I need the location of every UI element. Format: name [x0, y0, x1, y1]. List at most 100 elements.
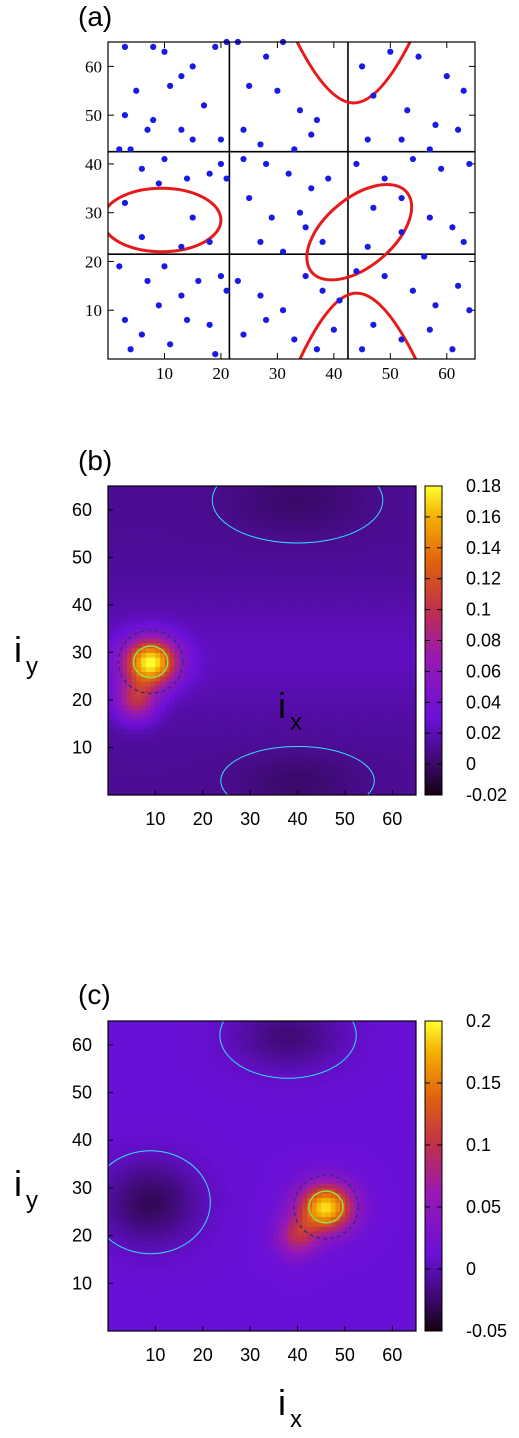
heat-cell	[108, 1168, 114, 1175]
heat-cell	[354, 500, 360, 506]
heat-cell	[202, 533, 209, 539]
heat-cell	[131, 581, 138, 587]
heat-cell	[397, 766, 403, 772]
a-data-point	[167, 82, 174, 89]
heat-cell	[188, 723, 194, 730]
heat-cell	[169, 538, 175, 544]
heat-cell	[131, 1254, 138, 1261]
a-data-point	[426, 326, 433, 333]
heat-cell	[145, 766, 152, 772]
heat-cell	[378, 519, 384, 525]
heat-cell	[169, 680, 175, 687]
heat-cell	[406, 509, 412, 516]
heat-cell	[141, 1211, 147, 1218]
heat-cell	[226, 671, 232, 677]
heat-cell	[401, 771, 408, 777]
heat-cell	[122, 733, 128, 739]
heat-cell	[283, 557, 289, 563]
heat-cell	[131, 1159, 138, 1165]
heat-cell	[108, 1316, 114, 1323]
heat-cell	[198, 747, 204, 753]
heat-cell	[136, 604, 142, 611]
heat-cell	[330, 543, 337, 549]
heat-cell	[122, 1283, 128, 1289]
heat-cell	[273, 676, 280, 682]
heat-cell	[321, 590, 327, 596]
heat-cell	[198, 676, 204, 682]
heat-cell	[112, 1187, 119, 1194]
heat-cell	[250, 514, 256, 520]
heat-cell	[188, 790, 194, 795]
heat-cell	[368, 699, 374, 706]
heat-cell	[179, 737, 185, 744]
heat-cell	[273, 699, 280, 706]
heat-cell	[250, 557, 256, 563]
heat-cell	[307, 714, 313, 720]
heat-cell	[259, 581, 265, 587]
heat-cell	[141, 547, 147, 554]
heat-cell	[316, 628, 322, 634]
heat-cell	[363, 514, 370, 520]
heat-cell	[136, 1054, 142, 1060]
heat-cell	[108, 633, 114, 639]
a-data-point	[336, 297, 343, 304]
heat-cell	[136, 1173, 142, 1179]
heat-cell	[169, 747, 175, 753]
heat-cell	[160, 733, 166, 739]
heat-cell	[378, 642, 384, 649]
heat-cell	[264, 676, 270, 682]
heat-cell	[368, 766, 374, 772]
heat-cell	[122, 585, 128, 592]
heat-cell	[155, 775, 161, 782]
heat-cell	[273, 604, 280, 611]
heat-cell	[179, 486, 185, 492]
heat-cell	[150, 566, 156, 573]
heat-cell	[126, 718, 133, 725]
heat-cell	[382, 571, 389, 577]
heat-cell	[136, 733, 142, 739]
heat-cell	[250, 519, 256, 525]
a-data-point	[449, 224, 456, 231]
heat-cell	[108, 1149, 114, 1156]
heat-cell	[387, 581, 393, 587]
heat-cell	[131, 1121, 138, 1127]
heat-cell	[136, 562, 142, 568]
heat-cell	[259, 557, 265, 563]
heat-cell	[117, 614, 123, 620]
heat-cell	[245, 509, 251, 516]
heat-cell	[269, 590, 275, 596]
heat-cell	[359, 562, 365, 568]
heat-cell	[321, 714, 327, 720]
heat-cell	[392, 690, 398, 696]
heat-cell	[297, 756, 303, 763]
heat-cell	[169, 638, 175, 644]
heat-cell	[382, 737, 389, 744]
heat-cell	[193, 785, 199, 791]
heat-cell	[122, 1159, 128, 1165]
heat-cell	[340, 538, 346, 544]
heat-cell	[283, 533, 289, 539]
heat-cell	[283, 652, 289, 658]
heat-cell	[354, 490, 360, 497]
heat-cell	[226, 676, 232, 682]
heat-cell	[307, 486, 313, 492]
heat-cell	[131, 1154, 138, 1160]
heat-cell	[193, 709, 199, 715]
heat-cell	[307, 780, 313, 787]
heat-cell	[126, 785, 133, 791]
a-data-point	[302, 272, 309, 280]
heat-cell	[174, 633, 180, 639]
heat-cell	[316, 581, 322, 587]
heat-cell	[397, 690, 403, 696]
heat-cell	[108, 1202, 114, 1208]
heat-cell	[335, 628, 341, 634]
heat-cell	[288, 766, 294, 772]
heat-cell	[401, 600, 408, 606]
heat-cell	[411, 661, 416, 668]
heat-cell	[108, 600, 114, 606]
heat-cell	[302, 609, 308, 615]
heat-cell	[245, 585, 251, 592]
heat-cell	[221, 614, 228, 620]
heat-cell	[344, 790, 351, 795]
heat-cell	[150, 733, 156, 739]
